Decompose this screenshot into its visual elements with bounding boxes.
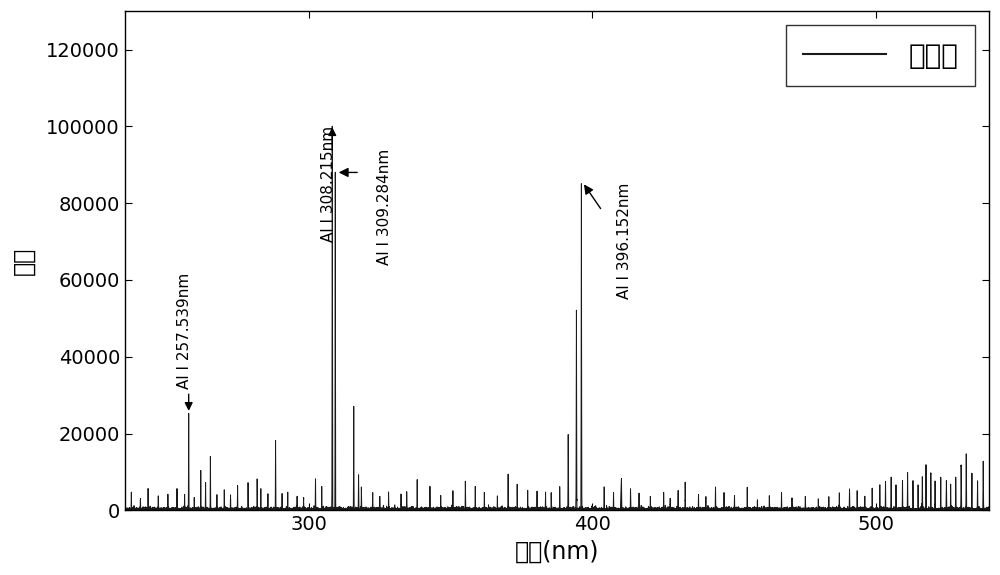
Legend: 铝合金: 铝合金 [786, 25, 975, 86]
Text: Al I 309.284nm: Al I 309.284nm [377, 148, 392, 264]
Y-axis label: 强度: 强度 [11, 247, 35, 275]
Text: Al I 257.539nm: Al I 257.539nm [177, 273, 192, 389]
Text: Al I 396.152nm: Al I 396.152nm [617, 183, 632, 299]
Text: Al I 308.215nm: Al I 308.215nm [321, 125, 336, 242]
X-axis label: 波长(nm): 波长(nm) [515, 540, 599, 564]
